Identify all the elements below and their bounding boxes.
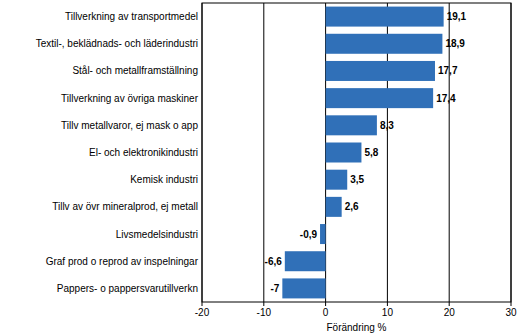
tick-mark: [387, 302, 388, 306]
bar: [326, 34, 443, 54]
tick-label: 20: [444, 307, 456, 318]
tick-label: 10: [382, 307, 394, 318]
bar: [282, 278, 325, 298]
bar: [326, 197, 342, 217]
tick-label: 30: [505, 307, 517, 318]
category-label: Tillv metallvaror, ej mask o app: [61, 120, 198, 131]
category-label: Graf prod o reprod av inspelningar: [46, 256, 199, 267]
data-label: 2,6: [345, 201, 359, 212]
chart: -20 -10 0 10 20 30 Tillverkning av transportme…: [0, 0, 518, 336]
bar: [285, 251, 326, 271]
bar: [320, 224, 326, 244]
bar: [326, 61, 435, 81]
bar: [326, 88, 434, 108]
tick-label: -20: [195, 307, 210, 318]
category-label: Pappers- o pappersvarutillverkn: [57, 283, 198, 294]
tick-label: 0: [323, 307, 329, 318]
category-label: El- och elektronikindustri: [89, 147, 198, 158]
bars: [282, 7, 443, 299]
bar: [326, 7, 444, 27]
tick-mark: [202, 302, 203, 306]
bar: [326, 170, 348, 190]
data-label: 17,4: [436, 93, 456, 104]
data-label: -0,9: [300, 229, 318, 240]
data-label: -6,6: [265, 256, 283, 267]
data-label: 3,5: [350, 174, 364, 185]
category-label: Textil-, beklädnads- och läderindustri: [36, 38, 198, 49]
x-axis-label: Förändring %: [326, 322, 386, 333]
category-label: Kemisk industri: [130, 174, 198, 185]
bar: [326, 115, 377, 135]
data-label: 8,3: [380, 120, 394, 131]
category-label: Tillv av övr mineralprod, ej metall: [52, 201, 198, 212]
tick-label: -10: [257, 307, 272, 318]
tick-mark: [511, 302, 512, 306]
data-label: 5,8: [364, 147, 378, 158]
bar: [326, 143, 362, 163]
data-label: -7: [270, 283, 279, 294]
category-label: Tillverkning av övriga maskiner: [61, 93, 199, 104]
category-label: Livsmedelsindustri: [116, 229, 198, 240]
tick-mark: [449, 302, 450, 306]
data-label: 19,1: [447, 11, 467, 22]
category-label: Tillverkning av transportmedel: [65, 11, 198, 22]
plot-frame: [202, 3, 511, 302]
tick-mark: [263, 302, 264, 306]
tick-mark: [325, 302, 326, 306]
data-label: 18,9: [445, 38, 465, 49]
data-label: 17,7: [438, 65, 458, 76]
category-label: Stål- och metallframställning: [72, 65, 198, 76]
